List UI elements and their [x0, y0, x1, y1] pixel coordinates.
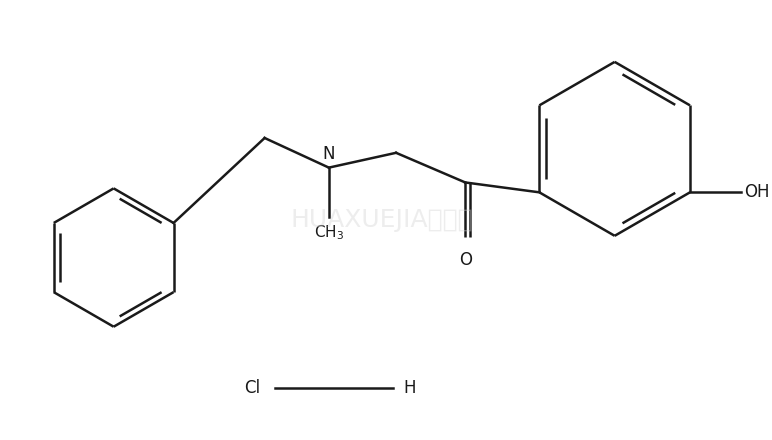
Text: H: H [404, 379, 416, 397]
Text: OH: OH [744, 183, 770, 202]
Text: CH$_3$: CH$_3$ [313, 223, 344, 242]
Text: N: N [323, 145, 335, 163]
Text: HUAXUEJIA化学加: HUAXUEJIA化学加 [290, 208, 472, 232]
Text: Cl: Cl [244, 379, 260, 397]
Text: O: O [459, 251, 472, 269]
